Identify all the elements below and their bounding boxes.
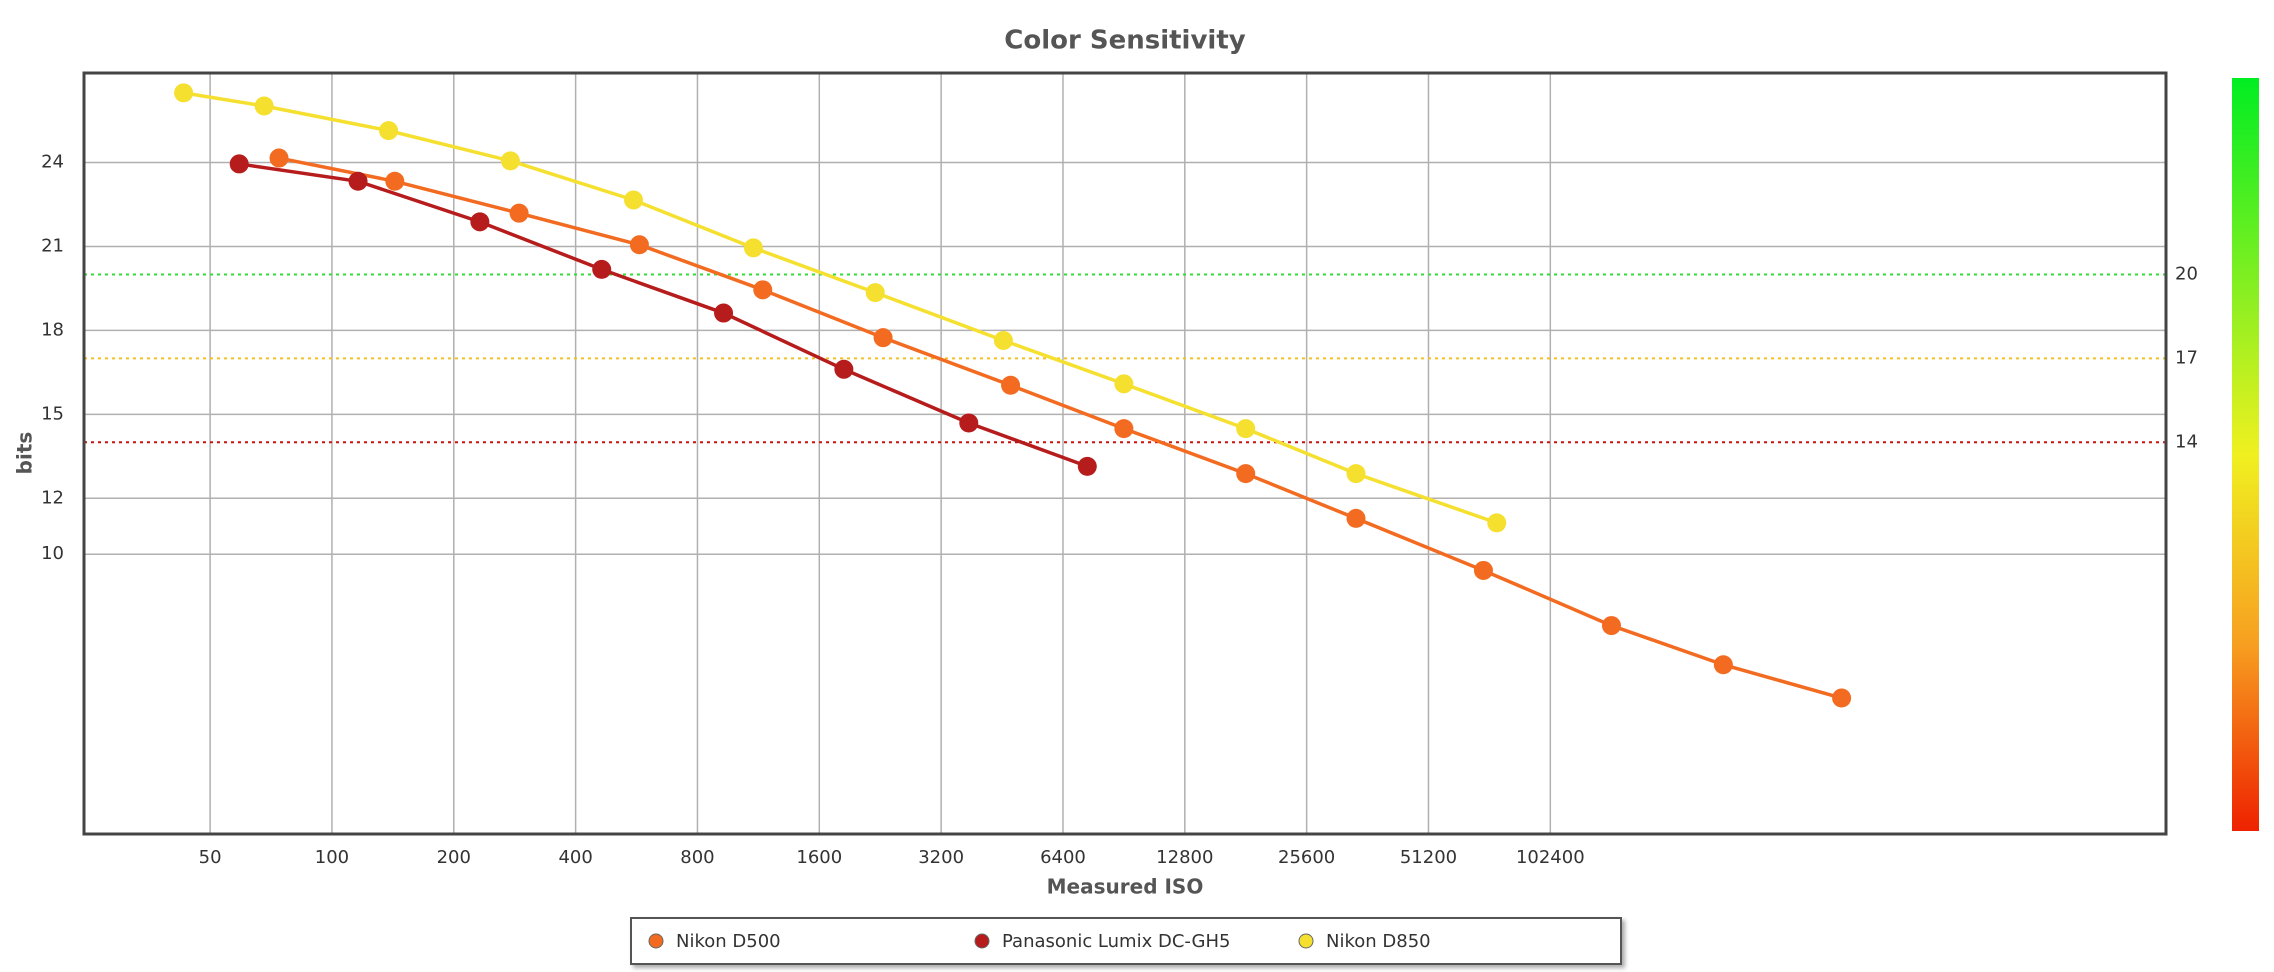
data-point	[500, 151, 520, 171]
x-tick-label: 1600	[796, 847, 842, 868]
data-point	[348, 171, 368, 191]
x-tick-label: 800	[680, 847, 714, 868]
data-point	[753, 280, 773, 300]
data-point	[509, 203, 529, 223]
data-point	[1832, 688, 1852, 708]
y-tick-label: 21	[41, 235, 64, 256]
legend-marker	[1298, 933, 1314, 949]
data-point	[229, 154, 249, 174]
plot-frame	[82, 71, 2168, 836]
data-point	[1236, 464, 1256, 484]
series-line	[278, 156, 1843, 700]
x-tick-label: 25600	[1278, 847, 1335, 868]
x-tick-label: 200	[437, 847, 471, 868]
data-point	[714, 303, 734, 323]
legend-box	[630, 917, 1622, 965]
data-point	[470, 212, 490, 232]
data-point	[624, 190, 644, 210]
data-point	[1601, 616, 1621, 636]
y-tick-label: 10	[41, 543, 64, 564]
data-point	[174, 83, 194, 103]
data-point	[1713, 655, 1733, 675]
data-point	[379, 121, 399, 141]
series-line	[238, 162, 1088, 469]
legend-label: Nikon D500	[676, 931, 781, 952]
y-tick-label: 15	[41, 403, 64, 424]
data-point	[993, 330, 1013, 350]
x-tick-label: 100	[315, 847, 349, 868]
y-tick-label: 12	[41, 487, 64, 508]
x-tick-label: 12800	[1156, 847, 1213, 868]
x-tick-label: 50	[199, 847, 222, 868]
y-axis-label: bits	[13, 432, 37, 475]
reference-label: 14	[2175, 431, 2198, 452]
data-point	[592, 259, 612, 279]
data-point	[1487, 513, 1507, 533]
data-point	[1114, 419, 1134, 439]
data-point	[254, 96, 274, 116]
legend-marker	[648, 933, 664, 949]
legend-marker	[974, 933, 990, 949]
data-point	[873, 328, 893, 348]
legend-label: Nikon D850	[1326, 931, 1431, 952]
x-tick-label: 51200	[1400, 847, 1457, 868]
x-tick-label: 6400	[1040, 847, 1086, 868]
data-point	[834, 359, 854, 379]
x-tick-label: 102400	[1516, 847, 1585, 868]
reference-label: 17	[2175, 347, 2198, 368]
data-point	[959, 413, 979, 433]
data-point	[1114, 374, 1134, 394]
color-scale	[2232, 78, 2259, 831]
y-tick-label: 24	[41, 152, 64, 173]
data-point	[865, 283, 885, 303]
chart-title: Color Sensitivity	[1004, 26, 1245, 56]
data-point	[1346, 508, 1366, 528]
data-point	[1236, 419, 1256, 439]
data-point	[629, 235, 649, 255]
y-tick-label: 18	[41, 319, 64, 340]
x-tick-label: 400	[558, 847, 592, 868]
data-point	[1346, 464, 1366, 484]
x-tick-label: 3200	[918, 847, 964, 868]
data-point	[1473, 560, 1493, 580]
legend-label: Panasonic Lumix DC-GH5	[1002, 931, 1230, 952]
data-point	[1001, 375, 1021, 395]
data-point	[269, 148, 289, 168]
reference-label: 20	[2175, 263, 2198, 284]
data-point	[385, 171, 405, 191]
data-point	[743, 238, 763, 258]
x-axis-label: Measured ISO	[1047, 875, 1204, 899]
data-point	[1077, 456, 1097, 476]
series-line	[183, 91, 1498, 525]
